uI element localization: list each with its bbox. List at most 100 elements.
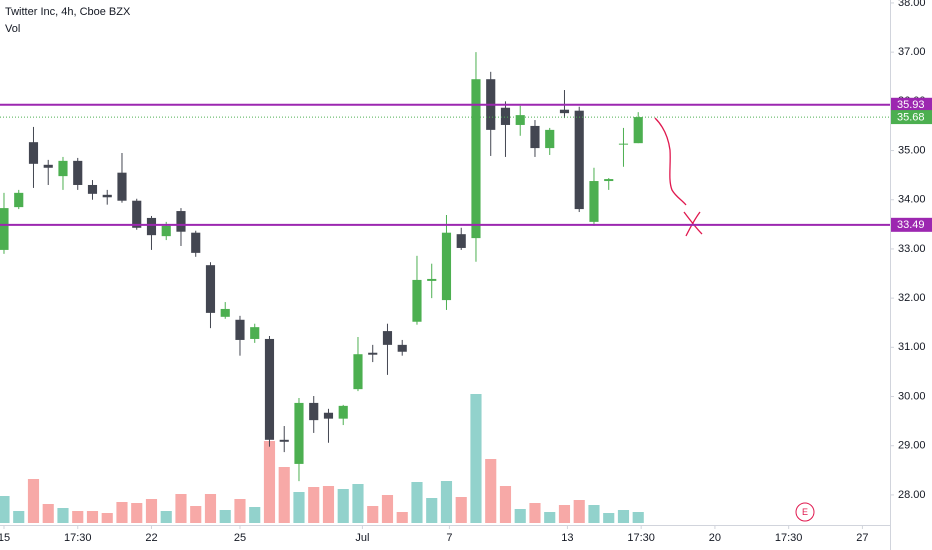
candle-body (28, 142, 39, 164)
candle-body (250, 327, 260, 339)
candle-body (368, 352, 378, 355)
earnings-label: E (802, 507, 808, 517)
candle-body (14, 192, 24, 208)
chart-title: Twitter Inc, 4h, Cboe BZX (5, 6, 131, 18)
volume-bar (588, 505, 600, 523)
y-tick-label: 38.00 (898, 0, 926, 9)
candle-body (161, 225, 171, 237)
candle-body (530, 125, 540, 149)
volume-bar (308, 487, 320, 523)
volume-bar (455, 497, 467, 523)
candle-body (73, 160, 83, 185)
volume-bar (116, 502, 128, 523)
volume-bar (219, 510, 231, 523)
candle-body (264, 338, 275, 440)
volume-bar (426, 498, 438, 523)
volume-bar (337, 489, 349, 523)
volume-bar (396, 512, 408, 523)
x-tick-label: 25 (234, 532, 246, 544)
volume-label: Vol (5, 23, 20, 35)
x-tick-label: 20 (709, 532, 721, 544)
y-tick-label: 32.00 (898, 292, 926, 304)
volume-bar (322, 486, 335, 523)
y-tick-label: 34.00 (898, 194, 926, 206)
candle-body (279, 439, 289, 442)
volume-bar (470, 394, 482, 523)
x-tick-label: Jul (355, 532, 369, 544)
earnings-marker[interactable] (795, 502, 815, 522)
volume-bar (160, 511, 172, 523)
candle-body (191, 232, 201, 253)
candle-body (220, 308, 230, 317)
candle-body (176, 211, 186, 232)
candle-body (117, 172, 127, 201)
volume-bar (145, 499, 158, 523)
candle-body (500, 107, 511, 125)
candle-body (353, 354, 363, 390)
volume-bar (190, 506, 202, 523)
candle-body (102, 194, 112, 198)
x-tick-label: 17:30 (64, 532, 92, 544)
candle-body (604, 179, 614, 182)
x-tick-label: 13 (561, 532, 573, 544)
y-tick-label: 28.00 (898, 489, 926, 501)
volume-bar (514, 509, 526, 523)
price-label: 35.68 (897, 111, 925, 123)
volume-bar (204, 494, 217, 523)
drawing-curve (654, 117, 687, 206)
volume-bar (573, 500, 585, 523)
volume-bar (485, 459, 497, 523)
candle-body (382, 331, 393, 345)
y-tick-label: 33.00 (898, 243, 926, 255)
candle-body (58, 160, 68, 177)
volume-bar (381, 495, 394, 523)
y-tick-label: 30.00 (898, 390, 926, 402)
candle-body (235, 319, 245, 340)
volume-bar (249, 507, 261, 523)
candle-body (0, 208, 9, 250)
candle-body (87, 184, 98, 194)
volume-bar (367, 506, 379, 523)
volume-bar (234, 499, 246, 523)
candle-body (441, 232, 452, 301)
volume-bar (57, 508, 69, 523)
volume-bar (27, 479, 40, 523)
candle-body (618, 143, 629, 145)
volume-bar (558, 505, 571, 523)
volume-bar (86, 511, 99, 523)
x-tick-label: 7 (446, 532, 452, 544)
price-label-box (891, 97, 932, 112)
candle-body (43, 164, 53, 168)
candle-body (574, 110, 584, 210)
x-tick-label: 17:30 (775, 532, 803, 544)
volume-bar (440, 481, 453, 523)
y-tick-label: 37.00 (898, 46, 926, 58)
candle-body (471, 79, 481, 239)
candle-body (323, 412, 334, 419)
x-tick-label: 17:30 (627, 532, 655, 544)
volume-bar (603, 513, 615, 523)
x-tick-label: 22 (145, 532, 157, 544)
candle-body (205, 265, 216, 313)
candle-body (589, 181, 599, 222)
candle-body (294, 402, 304, 464)
y-tick-label: 29.00 (898, 440, 926, 452)
candle-body (146, 217, 157, 236)
volume-bar (632, 512, 644, 523)
candle-body (427, 278, 437, 281)
candle-body (397, 344, 407, 352)
volume-bar (175, 494, 187, 523)
candle-body (515, 115, 525, 125)
price-label: 35.93 (897, 99, 925, 111)
volume-bar (131, 503, 143, 523)
y-tick-label: 31.00 (898, 341, 926, 353)
price-label-box (891, 217, 932, 232)
candle-body (338, 405, 348, 419)
volume-bar (42, 504, 54, 523)
candle-body (633, 117, 643, 144)
price-label: 33.49 (897, 219, 925, 231)
candle-body (456, 234, 466, 248)
y-tick-label: 35.00 (898, 144, 926, 156)
volume-bar (72, 511, 84, 523)
